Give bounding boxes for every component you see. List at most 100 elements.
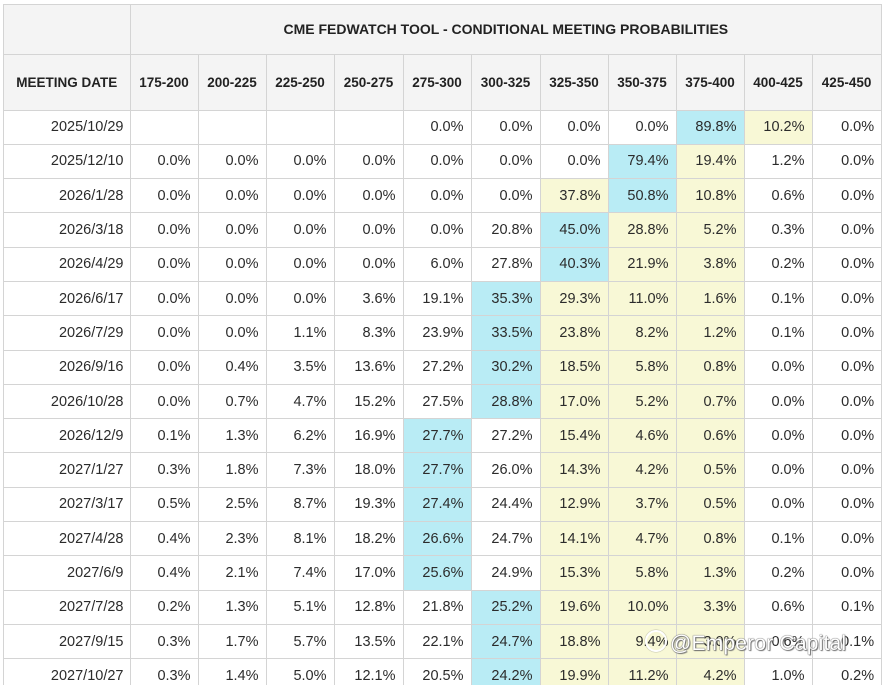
probability-cell: 0.0% [470, 178, 541, 214]
probability-cell: 26.6% [402, 521, 472, 557]
probability-cell: 0.0% [197, 178, 267, 214]
probability-cell: 1.8% [197, 452, 267, 488]
probability-cell: 0.0% [265, 178, 335, 214]
table-row: 2027/1/27 0.3% 1.8% 7.3% 18.0% 27.7% 26.0% 14.3… [4, 452, 881, 488]
table-row: 2027/7/28 0.2% 1.3% 5.1% 12.8% 21.8% 25.2% 19.6… [4, 589, 881, 625]
probability-cell: 0.1% [811, 589, 881, 625]
probability-cell: 0.1% [743, 280, 813, 317]
probability-cell: 0.0% [743, 452, 813, 488]
table-row: 2026/7/29 0.0% 0.0% 1.1% 8.3% 23.9% 33.5% 23.8%… [4, 315, 881, 351]
probability-cell: 24.7% [470, 623, 541, 660]
probability-cell: 0.0% [197, 280, 267, 317]
probability-cell: 0.0% [811, 349, 881, 385]
probability-cell: 2.5% [197, 486, 267, 523]
meeting-date-cell: 2027/1/27 [4, 452, 131, 488]
probability-cell: 5.8% [607, 349, 677, 385]
probability-cell: 0.4% [129, 555, 199, 591]
meeting-date-cell: 2026/3/18 [4, 212, 131, 248]
watermark: @Emperor Capital [645, 630, 846, 656]
probability-cell: 0.0% [743, 383, 813, 420]
rate-range-header[interactable]: 200-225 [197, 53, 267, 111]
probability-cell: 0.0% [402, 178, 472, 214]
probability-cell: 0.6% [675, 418, 745, 454]
probability-cell: 20.8% [470, 212, 541, 248]
rate-range-header[interactable]: 275-300 [402, 53, 472, 111]
probability-cell: 0.0% [743, 418, 813, 454]
probability-cell: 2.3% [197, 521, 267, 557]
probability-cell: 0.0% [811, 486, 881, 523]
probability-cell: 0.4% [197, 349, 267, 385]
probability-cell: 8.2% [607, 315, 677, 351]
probability-cell: 35.3% [470, 280, 541, 317]
probability-cell: 0.0% [265, 246, 335, 282]
meeting-date-cell: 2026/12/9 [4, 418, 131, 454]
probability-cell: 0.0% [129, 143, 199, 180]
meeting-date-cell: 2027/7/28 [4, 589, 131, 625]
probability-cell: 19.6% [539, 589, 609, 625]
probability-cell: 5.2% [607, 383, 677, 420]
meeting-date-cell: 2026/4/29 [4, 246, 131, 282]
probability-cell: 18.5% [539, 349, 609, 385]
table-row: 2027/4/28 0.4% 2.3% 8.1% 18.2% 26.6% 24.7% 14.1… [4, 521, 881, 557]
meeting-date-cell: 2026/1/28 [4, 178, 131, 214]
probability-cell: 5.8% [607, 555, 677, 591]
meeting-date-cell: 2026/7/29 [4, 315, 131, 351]
rate-range-header[interactable]: 425-450 [811, 53, 881, 111]
rate-range-header[interactable]: 325-350 [539, 53, 609, 111]
table-row: 2026/1/28 0.0% 0.0% 0.0% 0.0% 0.0% 0.0% 37.8% 50… [4, 178, 881, 214]
probability-table: CME FEDWATCH TOOL - CONDITIONAL MEETING … [4, 5, 881, 685]
probability-cell: 45.0% [539, 212, 609, 248]
probability-cell: 20.5% [402, 658, 472, 685]
rate-range-header[interactable]: 400-425 [743, 53, 813, 111]
probability-cell: 0.7% [197, 383, 267, 420]
probability-cell: 1.1% [265, 315, 335, 351]
probability-cell: 0.0% [333, 143, 404, 180]
probability-cell: 0.0% [811, 452, 881, 488]
rate-range-header[interactable]: 175-200 [129, 53, 199, 111]
probability-cell: 0.0% [197, 246, 267, 282]
probability-cell: 4.7% [265, 383, 335, 420]
probability-cell: 1.7% [197, 623, 267, 660]
probability-cell: 1.0% [743, 658, 813, 685]
meeting-date-header[interactable]: MEETING DATE [4, 53, 131, 111]
probability-cell: 15.4% [539, 418, 609, 454]
probability-cell: 11.2% [607, 658, 677, 685]
probability-cell: 11.0% [607, 280, 677, 317]
probability-cell: 12.8% [333, 589, 404, 625]
probability-cell: 0.0% [539, 143, 609, 180]
rate-range-header[interactable]: 350-375 [607, 53, 677, 111]
meeting-date-cell: 2027/3/17 [4, 486, 131, 523]
probability-cell: 4.2% [607, 452, 677, 488]
rate-range-header[interactable]: 300-325 [470, 53, 541, 111]
probability-cell: 0.2% [743, 246, 813, 282]
probability-cell: 0.0% [265, 212, 335, 248]
watermark-text: @Emperor Capital [670, 632, 847, 655]
probability-cell: 0.1% [743, 521, 813, 557]
probability-cell: 27.7% [402, 418, 472, 454]
probability-cell: 27.4% [402, 486, 472, 523]
probability-cell: 0.0% [265, 143, 335, 180]
probability-cell: 0.0% [470, 143, 541, 180]
probability-cell: 26.0% [470, 452, 541, 488]
rate-range-header[interactable]: 250-275 [333, 53, 404, 111]
probability-cell: 24.4% [470, 486, 541, 523]
probability-cell: 6.2% [265, 418, 335, 454]
table-row: 2026/4/29 0.0% 0.0% 0.0% 0.0% 6.0% 27.8% 40.3% 2… [4, 246, 881, 282]
rate-range-header[interactable]: 225-250 [265, 53, 335, 111]
probability-cell: 0.3% [129, 623, 199, 660]
probability-cell: 28.8% [607, 212, 677, 248]
table-row: 2025/12/10 0.0% 0.0% 0.0% 0.0% 0.0% 0.0% 0.0% 79… [4, 143, 881, 180]
probability-cell: 5.1% [265, 589, 335, 625]
probability-cell: 0.0% [811, 143, 881, 180]
rate-range-header[interactable]: 375-400 [675, 53, 745, 111]
probability-cell: 13.5% [333, 623, 404, 660]
probability-cell [333, 109, 404, 145]
probability-cell: 13.6% [333, 349, 404, 385]
probability-cell: 12.9% [539, 486, 609, 523]
probability-cell: 5.7% [265, 623, 335, 660]
probability-cell: 19.9% [539, 658, 609, 685]
meeting-date-cell: 2025/12/10 [4, 143, 131, 180]
probability-cell: 5.0% [265, 658, 335, 685]
table-row: 2026/6/17 0.0% 0.0% 0.0% 3.6% 19.1% 35.3% 29.3%… [4, 280, 881, 317]
probability-cell: 2.1% [197, 555, 267, 591]
